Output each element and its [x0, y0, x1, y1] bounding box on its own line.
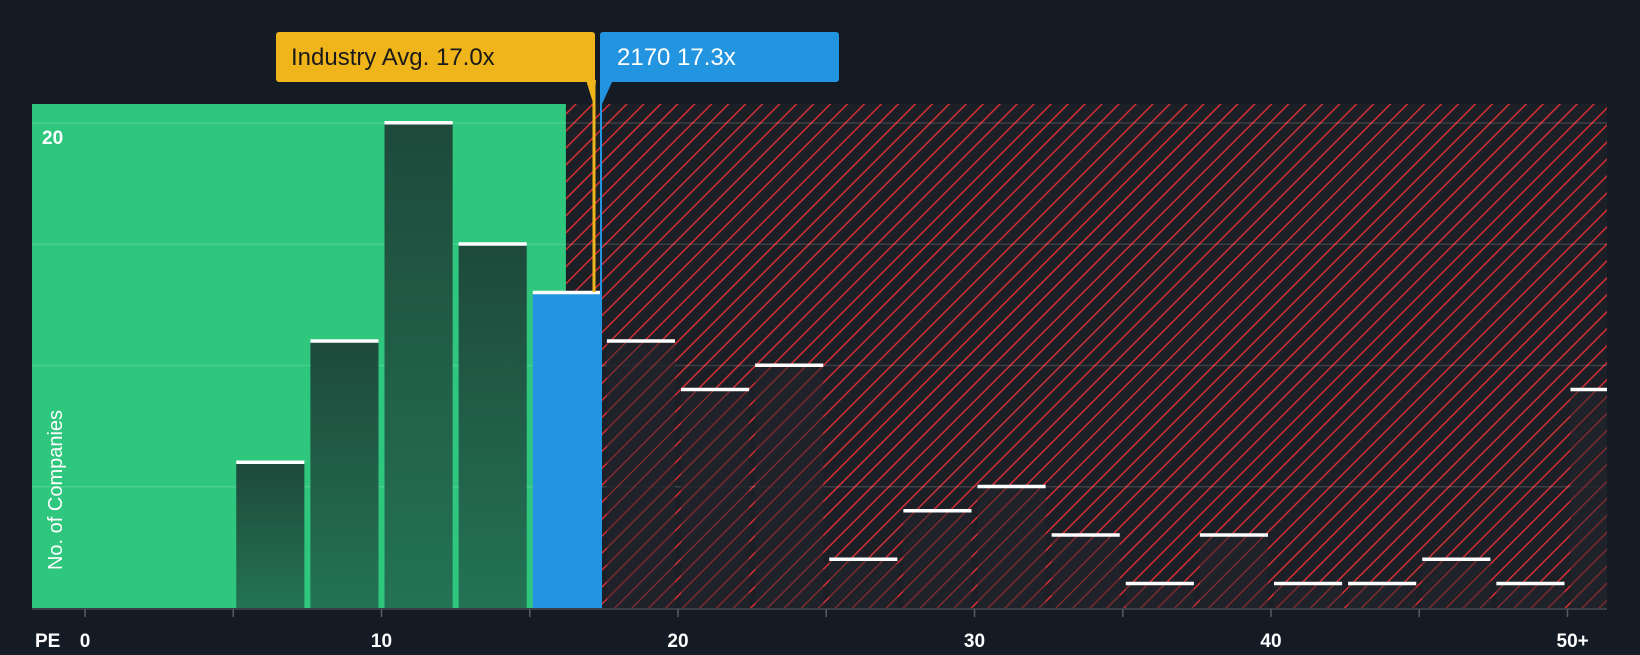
histogram-bar: [681, 389, 750, 608]
x-axis-label: PE: [35, 631, 60, 650]
bar-cap: [458, 242, 527, 246]
histogram-bar: [1348, 583, 1417, 608]
industry-average-pointer: [586, 80, 596, 106]
histogram-bar: [1422, 559, 1491, 608]
industry-average-marker: Industry Avg. 17.0x: [276, 32, 596, 292]
histogram-bar: [1274, 583, 1343, 608]
company-pe-label: 2170 17.3x: [617, 44, 736, 71]
histogram-bar: [310, 341, 379, 608]
histogram-bar: [458, 244, 527, 608]
bar-cap: [903, 509, 972, 513]
bar-cap: [1125, 581, 1194, 586]
company-bar: [532, 292, 601, 608]
histogram-bar: [1051, 535, 1120, 608]
x-tick-label: 40: [1260, 631, 1281, 650]
industry-average-callout: [276, 32, 595, 82]
bar-cap: [1348, 581, 1417, 586]
bar-cap: [606, 339, 675, 343]
bar-cap: [829, 557, 898, 561]
bar-cap: [1496, 581, 1565, 586]
x-axis-ticks: 0 10 20 30 40 50+: [80, 609, 1589, 652]
company-pe-pointer: [600, 80, 613, 104]
x-tick-label: 20: [667, 631, 688, 650]
bar-cap: [384, 121, 453, 125]
bar-cap: [532, 290, 601, 295]
histogram-bar: [1570, 389, 1607, 608]
histogram-bar: [1496, 583, 1565, 608]
bar-cap: [1199, 533, 1268, 537]
bar-cap: [1274, 581, 1343, 586]
bar-cap: [310, 339, 379, 343]
histogram-bar: [977, 486, 1046, 608]
x-tick-label: 50+: [1557, 631, 1589, 650]
histogram-bar: [1125, 583, 1194, 608]
company-pe-callout: [600, 32, 839, 82]
bar-cap: [236, 460, 305, 464]
histogram-bar: [384, 123, 453, 608]
histogram-bar: [606, 341, 675, 608]
bar-cap: [755, 363, 824, 367]
bar-cap: [1051, 533, 1120, 537]
bar-cap: [1570, 387, 1607, 392]
histogram-bar: [236, 462, 305, 608]
histogram-bar: [755, 365, 824, 608]
x-tick-label: 0: [80, 631, 91, 650]
histogram-bars: [236, 121, 1607, 608]
x-tick-label: 10: [371, 631, 392, 650]
company-pe-marker: 2170 17.3x: [600, 32, 839, 608]
histogram-bar: [903, 511, 972, 608]
bar-cap: [977, 484, 1046, 489]
y-max-label: 20: [42, 128, 63, 149]
histogram-bar: [1199, 535, 1268, 608]
y-axis-label: No. of Companies: [45, 410, 67, 570]
bar-cap: [681, 387, 750, 392]
bar-cap: [1422, 557, 1491, 561]
x-tick-label: 30: [964, 631, 985, 650]
histogram-bar: [829, 559, 898, 608]
industry-average-label: Industry Avg. 17.0x: [291, 44, 495, 71]
